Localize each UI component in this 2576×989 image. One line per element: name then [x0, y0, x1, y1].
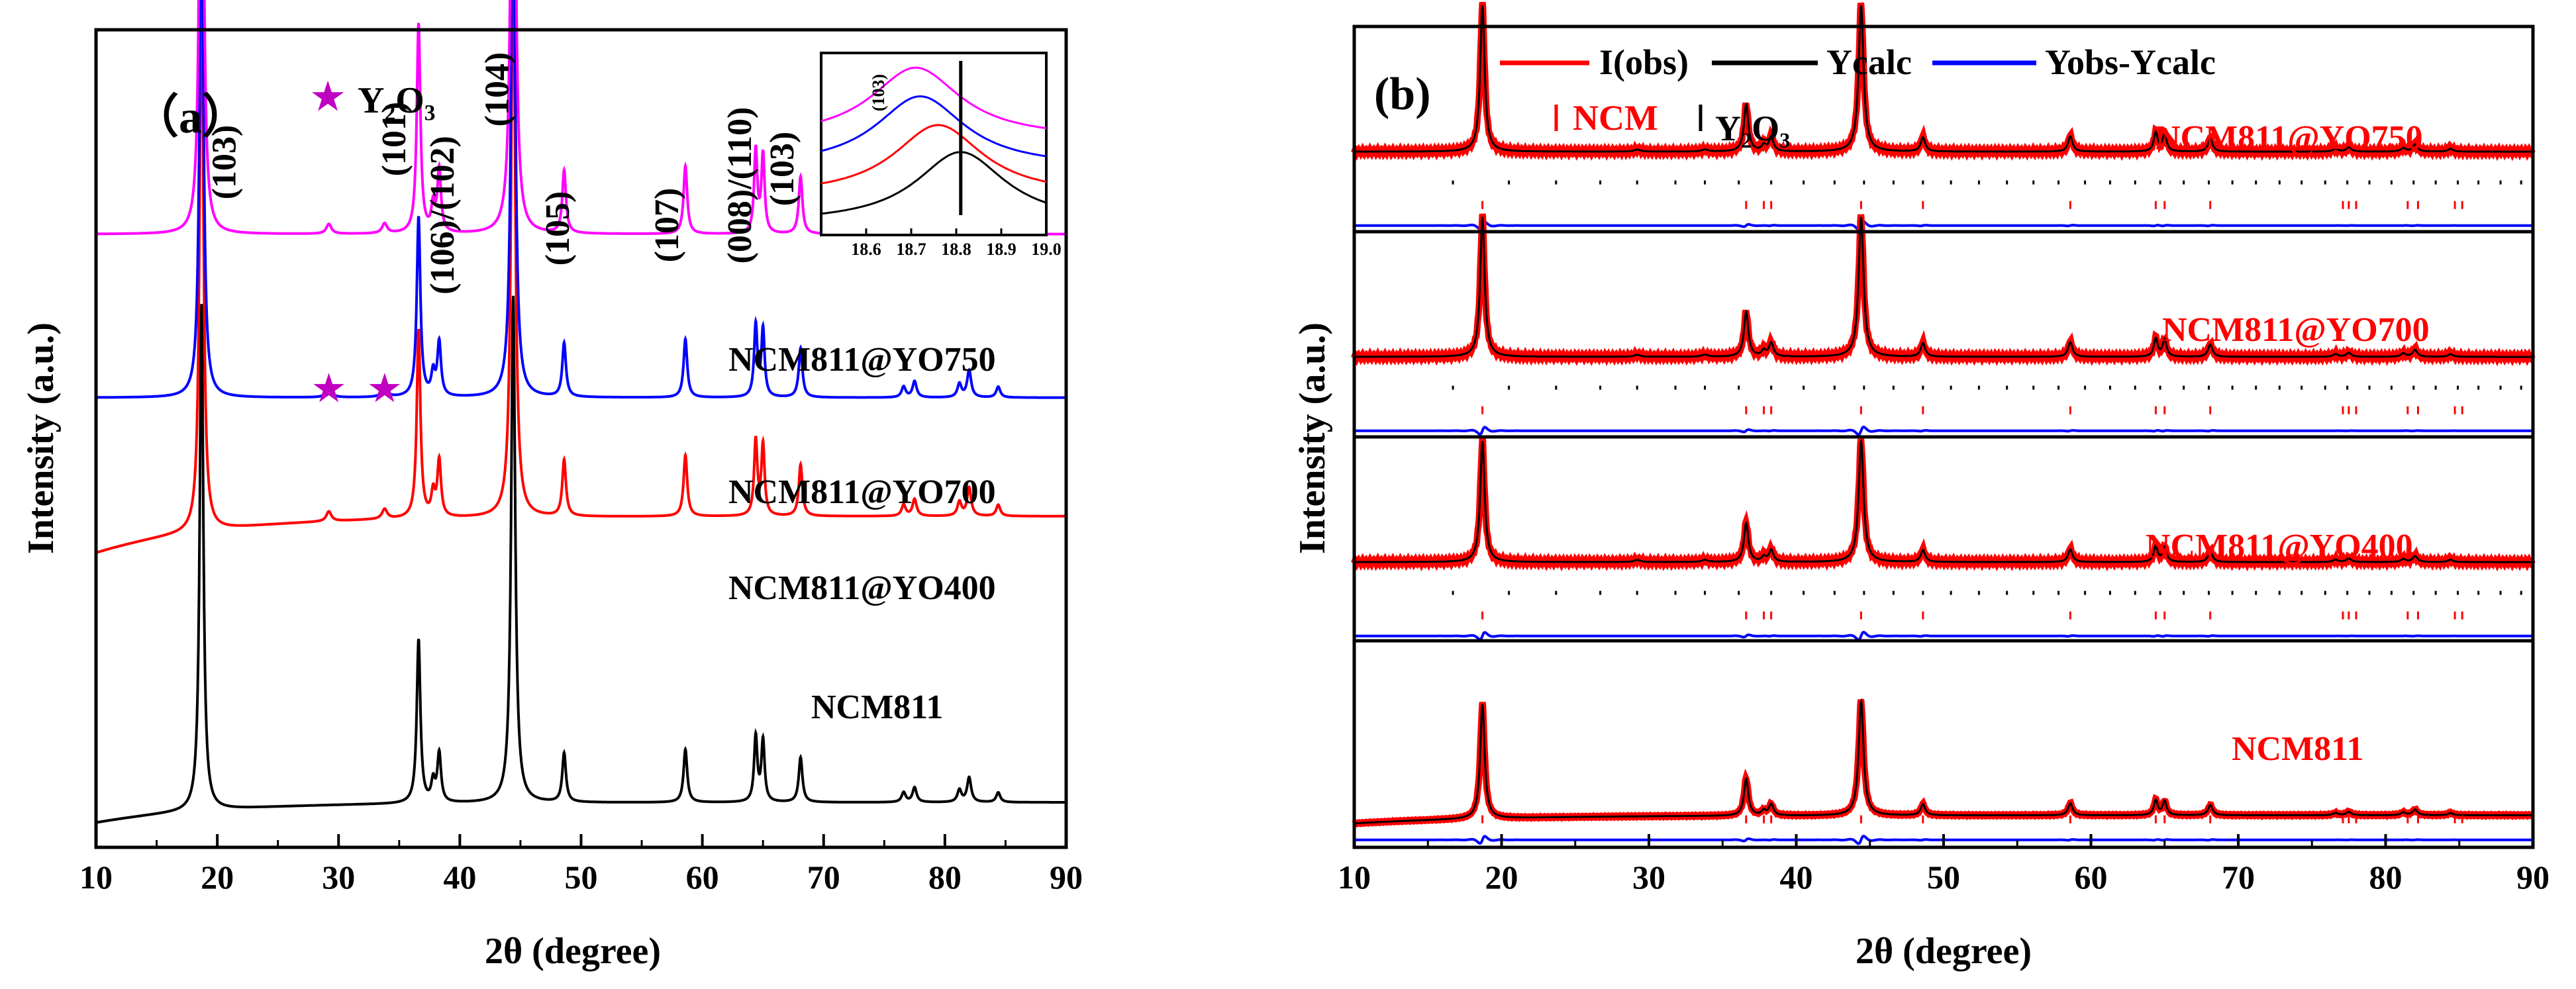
inset-curve-2 [820, 95, 1047, 158]
refinement-panel-2 [1351, 435, 2536, 641]
panel-a-tick-label-7: 80 [928, 859, 962, 896]
inset-curve-0 [820, 151, 1047, 215]
panel-b-tick-label-3: 40 [1780, 859, 1813, 896]
diff-curve-2 [1354, 631, 2533, 641]
panel-b-xlabel: 2θ (degree) [1856, 931, 2032, 972]
panel-a-tick-label-2: 30 [322, 859, 355, 896]
panel-b-label-yo750: NCM811@YO750 [2155, 119, 2423, 157]
legend-diff-text: Yobs-Ycalc [2045, 42, 2216, 82]
panel-a-inset: 18.6 18.7 18.8 18.9 19.0 (103) [820, 52, 1062, 259]
panel-b-stack [1351, 1, 2536, 845]
legend-ncm-text: NCM [1573, 98, 1658, 138]
inset-tick-label-1: 18.7 [896, 240, 926, 259]
peak-label-1: (101) [375, 102, 413, 177]
inset-curve-1 [820, 124, 1047, 185]
panel-b-label: (b) [1374, 69, 1431, 120]
refinement-panel-1 [1351, 213, 2536, 436]
refinement-panel-3 [1352, 639, 2535, 845]
panel-b-tick-label-2: 30 [1632, 859, 1665, 896]
legend-ycalc-text: Ycalc [1826, 42, 1912, 82]
panel-b-tick-label-5: 60 [2075, 859, 2108, 896]
y2o3-star-1: ★ [369, 369, 401, 408]
panel-b-label-ncm811: NCM811 [2232, 730, 2363, 768]
panel-a-series-2 [96, 0, 1066, 399]
panel-a-y2o3-legend-star: ★ [311, 77, 344, 118]
panel-b-tick-label-6: 70 [2222, 859, 2255, 896]
panel-a-tick-label-6: 70 [807, 859, 840, 896]
panel-a-series-1 [95, 0, 1066, 554]
panel-b-tick-label-1: 20 [1485, 859, 1518, 896]
diff-curve-1 [1354, 426, 2533, 436]
panel-b-label-yo700: NCM811@YO700 [2162, 311, 2430, 349]
panel-b-tick-label-4: 50 [1927, 859, 1960, 896]
panel-a-label-ncm811: NCM811 [811, 688, 943, 726]
inset-tick-label-2: 18.8 [941, 240, 971, 259]
inset-curve-3 [820, 66, 1047, 130]
inset-tick-label-3: 18.9 [986, 240, 1016, 259]
panel-b-label-yo400: NCM811@YO400 [2146, 528, 2413, 565]
panel-a-x-axis: 10 20 30 40 50 60 70 80 90 [79, 834, 1083, 896]
panel-b-x-axis: 10 20 30 40 50 60 70 80 90 [1338, 834, 2550, 896]
panel-a-tick-label-8: 90 [1050, 859, 1083, 896]
panel-b: 10 20 30 40 50 60 70 80 90 (b) I(obs) Ycalc Yobs… [1292, 1, 2550, 972]
panel-a: ★ ★ 10 20 30 40 50 60 70 80 90 （a） ★ Y₂O₃ (103) (1… [21, 0, 1083, 972]
panel-a-y2o3-legend-text: Y₂O₃ [358, 80, 436, 121]
legend-iobs-text: I(obs) [1599, 42, 1689, 82]
panel-a-label-yo750: NCM811@YO750 [728, 341, 996, 379]
panel-a-tick-label-4: 50 [565, 859, 598, 896]
panel-a-ylabel: Intensity (a.u.) [21, 322, 62, 554]
ycalc-curve-2 [1354, 438, 2533, 563]
panel-a-curves [95, 0, 1066, 824]
panel-a-label: （a） [132, 91, 248, 143]
peak-label-4: (105) [539, 191, 577, 266]
ycalc-curve-0 [1354, 5, 2533, 153]
panel-a-label-yo700: NCM811@YO700 [728, 473, 996, 511]
inset-peak-label: (103) [869, 74, 888, 111]
panel-a-xlabel: 2θ (degree) [485, 931, 661, 972]
legend-y2o3-text: Y₂O₃ [1715, 109, 1790, 148]
panel-a-tick-label-1: 20 [201, 859, 234, 896]
panel-b-tick-label-0: 10 [1338, 859, 1371, 896]
panel-a-y2o3-markers: ★ ★ [313, 369, 401, 408]
inset-curves [820, 66, 1047, 215]
y2o3-star-0: ★ [313, 369, 344, 408]
peak-label-3: (104) [479, 52, 517, 127]
ycalc-curve-1 [1354, 216, 2533, 358]
peak-label-6: (008)/(110) [721, 107, 759, 264]
panel-b-tick-label-8: 90 [2516, 859, 2550, 896]
panel-a-label-yo400: NCM811@YO400 [728, 569, 996, 607]
inset-x-axis: 18.6 18.7 18.8 18.9 19.0 [851, 228, 1062, 259]
panel-a-tick-label-3: 40 [443, 859, 476, 896]
diff-curve-0 [1354, 220, 2533, 231]
peak-label-5: (107) [648, 188, 686, 263]
inset-tick-label-4: 19.0 [1031, 240, 1062, 259]
panel-b-tick-label-7: 80 [2369, 859, 2403, 896]
peak-label-2: (106)/(102) [424, 136, 462, 295]
panel-b-ylabel: Intensity (a.u.) [1292, 322, 1333, 554]
panel-a-series-0 [95, 295, 1066, 824]
peak-label-0: (103) [206, 125, 244, 200]
refinement-panel-0 [1351, 1, 2536, 231]
panel-a-peak-labels: (103) (101) (106)/(102) (104) (105) (107) (008… [206, 52, 801, 295]
peak-label-7: (103) [764, 132, 801, 207]
inset-frame [820, 52, 1048, 236]
panel-a-tick-label-0: 10 [79, 859, 113, 896]
ycalc-curve-3 [1354, 698, 2533, 825]
inset-tick-label-0: 18.6 [851, 240, 881, 259]
panel-a-tick-label-5: 60 [686, 859, 719, 896]
